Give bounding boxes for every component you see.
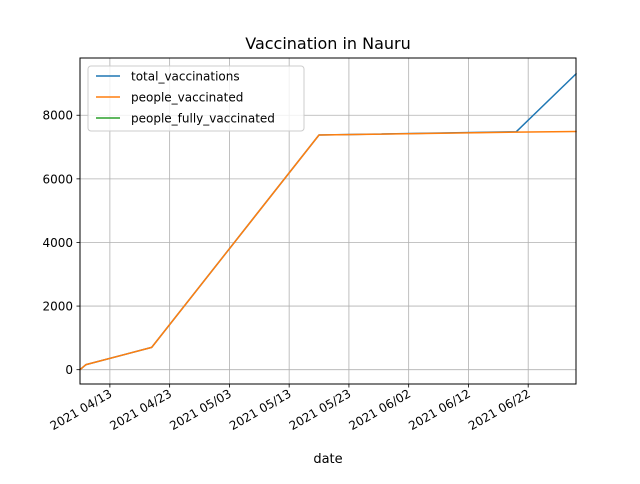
legend-box: [87, 65, 305, 132]
series-layer: [78, 72, 578, 371]
y-tick-label: 6000: [42, 172, 73, 186]
chart-title: Vaccination in Nauru: [245, 34, 411, 53]
legend-label: people_vaccinated: [131, 91, 243, 105]
y-tick-label: 2000: [42, 300, 73, 314]
x-axis-label: date: [313, 452, 342, 467]
series-line-people-vaccinated: [78, 130, 577, 371]
legend-label: total_vaccinations: [131, 70, 240, 84]
legend-label: people_fully_vaccinated: [131, 112, 275, 126]
y-tick-label: 8000: [42, 109, 73, 123]
y-tick-label: 0: [65, 363, 73, 377]
legend: total_vaccinations people_vaccinatedpeopl…: [87, 65, 305, 132]
y-tick-label: 4000: [42, 236, 73, 250]
axes-frame: [79, 57, 577, 385]
